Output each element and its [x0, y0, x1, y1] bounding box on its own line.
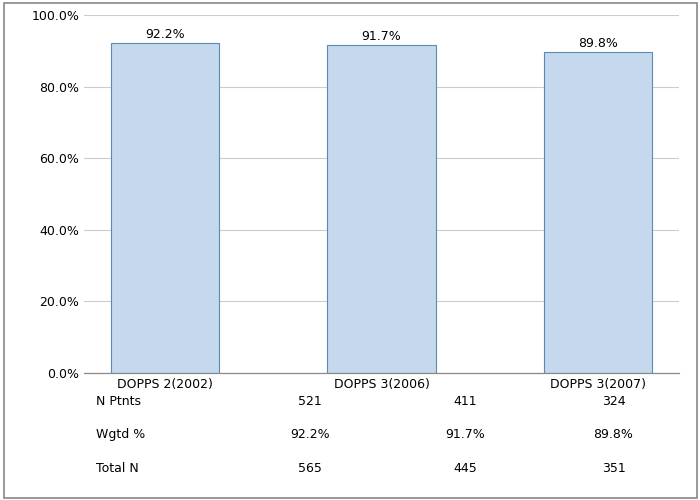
Bar: [328, 44, 435, 373]
Text: 411: 411: [453, 394, 477, 407]
Text: 91.7%: 91.7%: [445, 428, 484, 441]
Text: 89.8%: 89.8%: [578, 36, 618, 50]
Text: 92.2%: 92.2%: [146, 28, 185, 41]
Text: 89.8%: 89.8%: [594, 428, 634, 441]
Text: N Ptnts: N Ptnts: [96, 394, 141, 407]
Text: Total N: Total N: [96, 462, 139, 474]
Text: Wgtd %: Wgtd %: [96, 428, 145, 441]
Text: 445: 445: [453, 462, 477, 474]
Text: 92.2%: 92.2%: [290, 428, 330, 441]
Text: 351: 351: [602, 462, 625, 474]
Text: 324: 324: [602, 394, 625, 407]
Text: 521: 521: [298, 394, 322, 407]
Bar: [111, 43, 219, 373]
Text: 565: 565: [298, 462, 322, 474]
Text: 91.7%: 91.7%: [362, 30, 401, 43]
Bar: [544, 52, 652, 373]
